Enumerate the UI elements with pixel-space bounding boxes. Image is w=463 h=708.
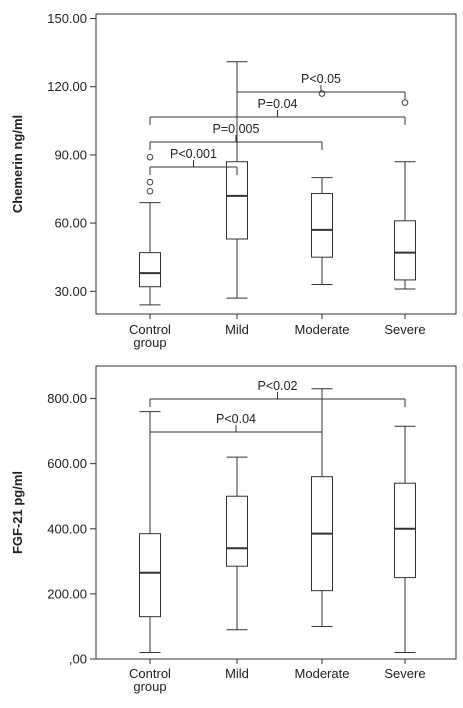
y-tick-label: 200.00 — [47, 586, 87, 601]
significance-bracket: P<0.05 — [236, 72, 406, 100]
p-value-label: P<0.001 — [170, 147, 217, 161]
p-value-label: P=0.005 — [213, 122, 260, 136]
iqr-box — [394, 220, 416, 281]
p-value-label: P=0.04 — [258, 97, 298, 111]
iqr-box — [394, 482, 416, 579]
iqr-box — [311, 193, 333, 258]
x-tick-label: Mild — [225, 666, 249, 681]
x-tick-label-line: group — [133, 679, 166, 694]
box-moderate — [311, 90, 333, 285]
x-tick-label: Severe — [384, 322, 425, 337]
x-tick-label-line: Control — [129, 666, 171, 681]
p-value-label: P<0.04 — [216, 412, 256, 426]
box-severe — [394, 99, 416, 290]
x-tick-label: Severe — [384, 666, 425, 681]
box-moderate — [311, 388, 333, 627]
x-tick-label-line: Severe — [384, 322, 425, 337]
y-tick-label: 120.00 — [47, 79, 87, 94]
x-tick-label-line: Moderate — [295, 666, 350, 681]
plot-frame — [95, 13, 457, 315]
box-severe — [394, 425, 416, 653]
y-tick-label: 30.00 — [54, 284, 87, 299]
x-tick-label-line: Mild — [225, 666, 249, 681]
y-tick-label: 800.00 — [47, 391, 87, 406]
box-control-group — [139, 411, 161, 653]
significance-bracket: P<0.001 — [149, 147, 238, 175]
iqr-box — [226, 161, 248, 240]
y-axis-title: Chemerin ng/ml — [10, 115, 25, 213]
p-value-label: P<0.05 — [301, 72, 341, 86]
y-tick-label: 400.00 — [47, 521, 87, 536]
significance-bracket: P<0.04 — [149, 412, 323, 440]
significance-bracket: P=0.005 — [149, 122, 323, 150]
plot-frame — [95, 365, 457, 660]
box-mild — [226, 456, 248, 631]
iqr-box — [139, 252, 161, 288]
y-tick-label: 60.00 — [54, 216, 87, 231]
x-tick-label: Control group — [129, 322, 171, 350]
panel-1: 30.00 60.00 90.00 120.00 150.00 Chemerin ng/m… — [10, 11, 457, 350]
y-tick-label: 150.00 — [47, 11, 87, 26]
x-tick-label: Moderate — [295, 666, 350, 681]
outlier-point — [146, 153, 154, 161]
panel-2: ,00 200.00 400.00 600.00 800.00 FGF-21 pg/ml C… — [10, 365, 457, 694]
significance-bracket: P<0.02 — [149, 379, 406, 407]
x-tick-label-line: Mild — [225, 322, 249, 337]
y-tick-label: 90.00 — [54, 147, 87, 162]
outlier-point — [318, 90, 326, 97]
x-tick-label-line: Moderate — [295, 322, 350, 337]
x-tick-label-line: group — [133, 335, 166, 350]
box-mild — [226, 61, 248, 299]
x-tick-label-line: Severe — [384, 666, 425, 681]
iqr-box — [139, 533, 161, 618]
y-axis-title: FGF-21 pg/ml — [10, 471, 25, 554]
x-tick-label: Mild — [225, 322, 249, 337]
iqr-box — [226, 495, 248, 567]
outlier-point — [401, 99, 409, 106]
outlier-point — [146, 187, 154, 195]
p-value-label: P<0.02 — [258, 379, 298, 393]
y-tick-label: ,00 — [69, 652, 87, 667]
outlier-point — [146, 178, 154, 186]
box-control-group — [139, 153, 161, 306]
y-tick-label: 600.00 — [47, 456, 87, 471]
significance-bracket: P=0.04 — [149, 97, 406, 125]
x-tick-label: Control group — [129, 666, 171, 694]
x-tick-label: Moderate — [295, 322, 350, 337]
x-tick-label-line: Control — [129, 322, 171, 337]
